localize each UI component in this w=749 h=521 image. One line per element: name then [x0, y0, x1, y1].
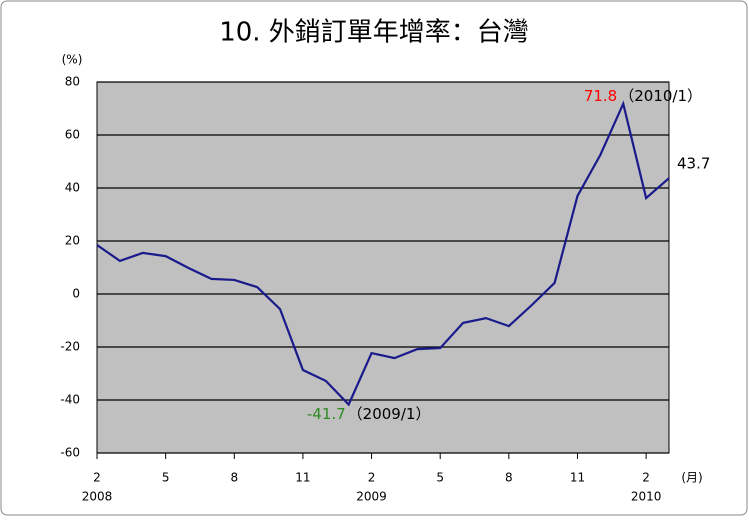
y-tick-label: -40: [60, 393, 80, 407]
y-tick-label: 40: [65, 181, 80, 195]
plot-area: [96, 81, 670, 454]
x-tick-label: 8: [230, 471, 238, 485]
data-line: [96, 100, 670, 407]
x-tick-label: 2: [93, 471, 101, 485]
y-unit: (%): [62, 53, 83, 67]
y-tick-label: -60: [60, 446, 80, 460]
value-label-note: （2009/1）: [348, 405, 431, 423]
x-unit: (月): [681, 471, 702, 485]
y-tick-label: 60: [65, 128, 80, 142]
x-tick-label: 2: [368, 471, 376, 485]
x-tick-label: 11: [570, 471, 585, 485]
x-tick-label: 5: [162, 471, 170, 485]
x-year-label: 2008: [82, 490, 113, 504]
value-label-note: （2010/1）: [619, 87, 702, 105]
chart-title: 10. 外銷訂單年增率：台灣: [219, 18, 529, 48]
value-label: 43.7: [677, 155, 710, 173]
x-tick-label: 5: [436, 471, 444, 485]
value-label: -41.7: [307, 405, 346, 423]
x-tick-label: 11: [295, 471, 310, 485]
x-tick-label: 8: [505, 471, 513, 485]
y-tick-label: 0: [72, 287, 80, 301]
y-tick-label: 20: [65, 234, 80, 248]
y-tick-label: 80: [65, 75, 80, 89]
x-year-label: 2010: [631, 490, 662, 504]
x-year-label: 2009: [356, 490, 387, 504]
value-label: 71.8: [584, 87, 617, 105]
y-tick-label: -20: [60, 340, 80, 354]
x-tick-label: 2: [642, 471, 650, 485]
